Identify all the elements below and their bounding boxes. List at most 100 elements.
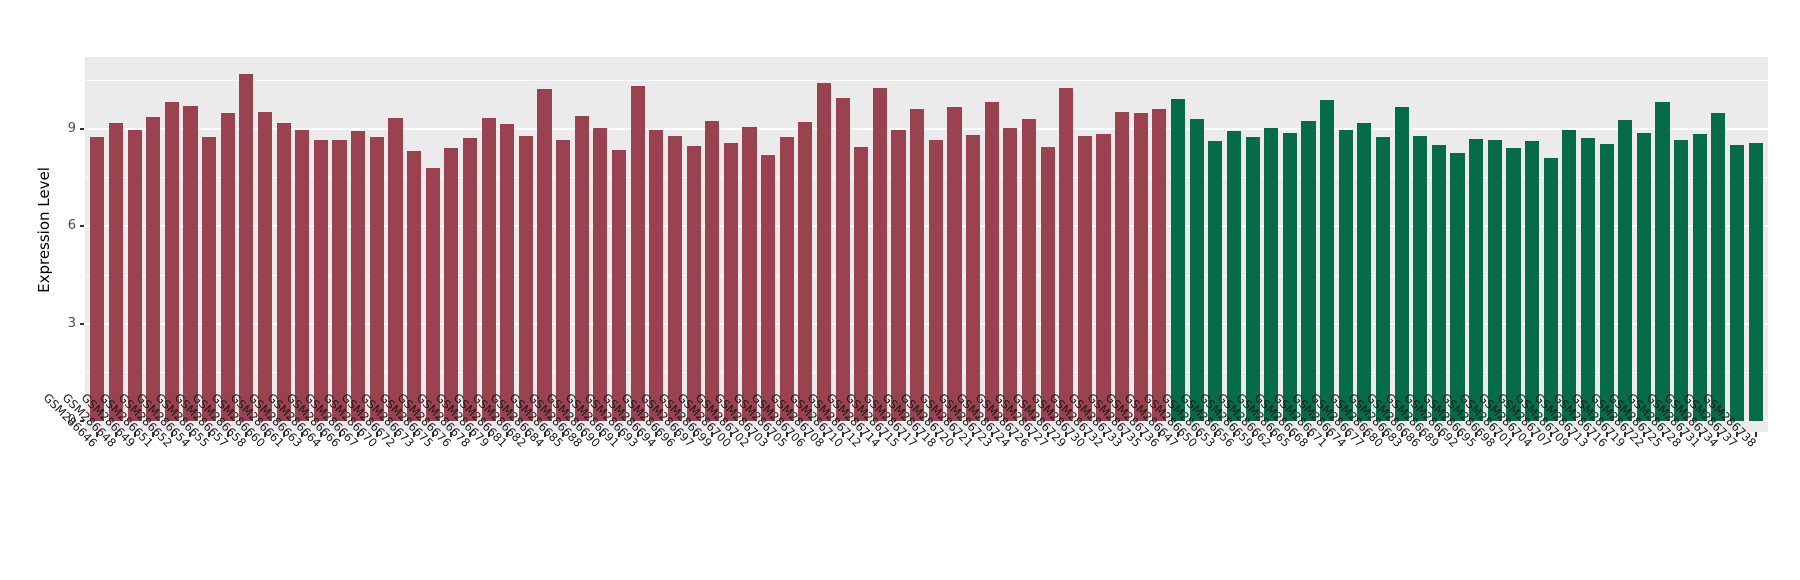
x-tick-mark <box>1661 432 1664 437</box>
x-tick-mark <box>1624 432 1627 437</box>
x-tick-mark <box>152 432 155 437</box>
x-tick-mark <box>1419 432 1422 437</box>
bar <box>407 151 422 421</box>
bar <box>388 118 403 421</box>
x-tick-mark <box>319 432 322 437</box>
x-tick-mark <box>711 432 714 437</box>
bar <box>667 135 683 421</box>
x-tick-mark <box>860 432 863 437</box>
major-gridline <box>85 322 1768 325</box>
x-tick-mark <box>878 432 881 437</box>
x-tick-mark <box>543 432 546 437</box>
bar <box>947 106 962 421</box>
bar <box>1133 113 1148 421</box>
x-tick-mark <box>729 432 732 437</box>
bar <box>984 102 999 421</box>
x-tick-mark <box>413 432 416 437</box>
bar <box>816 83 832 421</box>
x-tick-mark <box>972 432 975 437</box>
bar <box>239 73 254 421</box>
x-tick-mark <box>1754 432 1757 437</box>
bar <box>686 145 701 421</box>
bar <box>1729 145 1745 421</box>
major-gridline <box>85 128 1768 131</box>
bar <box>761 155 776 421</box>
bar <box>1338 130 1353 421</box>
bar <box>164 101 179 421</box>
bar <box>1245 137 1260 421</box>
x-tick-mark <box>1549 432 1552 437</box>
bar <box>257 111 273 421</box>
bar <box>1096 133 1111 421</box>
x-tick-mark <box>1195 432 1198 437</box>
x-tick-mark <box>264 432 267 437</box>
x-tick-mark <box>301 432 304 437</box>
x-tick-mark <box>282 432 285 437</box>
x-tick-mark <box>1232 432 1235 437</box>
bar <box>1692 133 1707 421</box>
bar <box>425 168 440 421</box>
x-tick-mark <box>114 432 117 437</box>
bar <box>295 130 310 421</box>
bar <box>1115 112 1130 421</box>
minor-gridline <box>85 177 1768 179</box>
x-tick-mark <box>916 432 919 437</box>
plot-panel <box>85 57 1768 432</box>
x-tick-mark <box>1605 432 1608 437</box>
x-tick-mark <box>692 432 695 437</box>
x-tick-mark <box>1475 432 1478 437</box>
y-tick-label: 3 <box>67 315 76 331</box>
bar <box>1599 144 1614 421</box>
x-tick-mark <box>170 432 173 437</box>
bar <box>910 109 925 421</box>
x-tick-mark <box>1177 432 1180 437</box>
bar <box>1040 146 1055 421</box>
x-tick-mark <box>673 432 676 437</box>
bar <box>1357 122 1372 421</box>
bar <box>593 128 608 421</box>
x-tick-mark <box>208 432 211 437</box>
x-tick-mark <box>1363 432 1366 437</box>
bar <box>1562 130 1577 421</box>
x-tick-mark <box>1214 432 1217 437</box>
major-gridline <box>85 420 1768 422</box>
bar <box>723 143 738 421</box>
x-tick-mark <box>1046 432 1049 437</box>
x-tick-mark <box>487 432 490 437</box>
y-tick-mark <box>80 225 84 228</box>
bar <box>146 117 161 421</box>
x-tick-mark <box>1121 432 1124 437</box>
bar <box>872 88 887 421</box>
bar <box>462 137 478 421</box>
x-tick-mark <box>1531 432 1534 437</box>
bar <box>1469 138 1484 421</box>
bar <box>351 131 366 421</box>
bar <box>220 113 235 421</box>
x-tick-mark <box>1642 432 1645 437</box>
x-tick-mark <box>96 432 99 437</box>
bar <box>1394 107 1409 421</box>
x-tick-mark <box>375 432 378 437</box>
x-tick-mark <box>1437 432 1440 437</box>
x-tick-mark <box>1698 432 1701 437</box>
x-tick-mark <box>1139 432 1142 437</box>
bar <box>835 97 850 421</box>
x-tick-mark <box>1493 432 1496 437</box>
bar <box>891 130 906 421</box>
x-tick-mark <box>1400 432 1403 437</box>
bar <box>1525 140 1540 421</box>
x-tick-mark <box>897 432 900 437</box>
bar <box>1413 135 1428 421</box>
bar <box>854 147 869 421</box>
bar <box>1506 147 1521 421</box>
x-tick-mark <box>506 432 509 437</box>
bar <box>1580 137 1596 421</box>
x-tick-mark <box>394 432 397 437</box>
bar <box>966 134 981 421</box>
x-tick-mark <box>1083 432 1086 437</box>
x-tick-mark <box>618 432 621 437</box>
bar <box>1189 119 1204 421</box>
x-tick-mark <box>562 432 565 437</box>
x-tick-mark <box>1065 432 1068 437</box>
x-tick-mark <box>245 432 248 437</box>
